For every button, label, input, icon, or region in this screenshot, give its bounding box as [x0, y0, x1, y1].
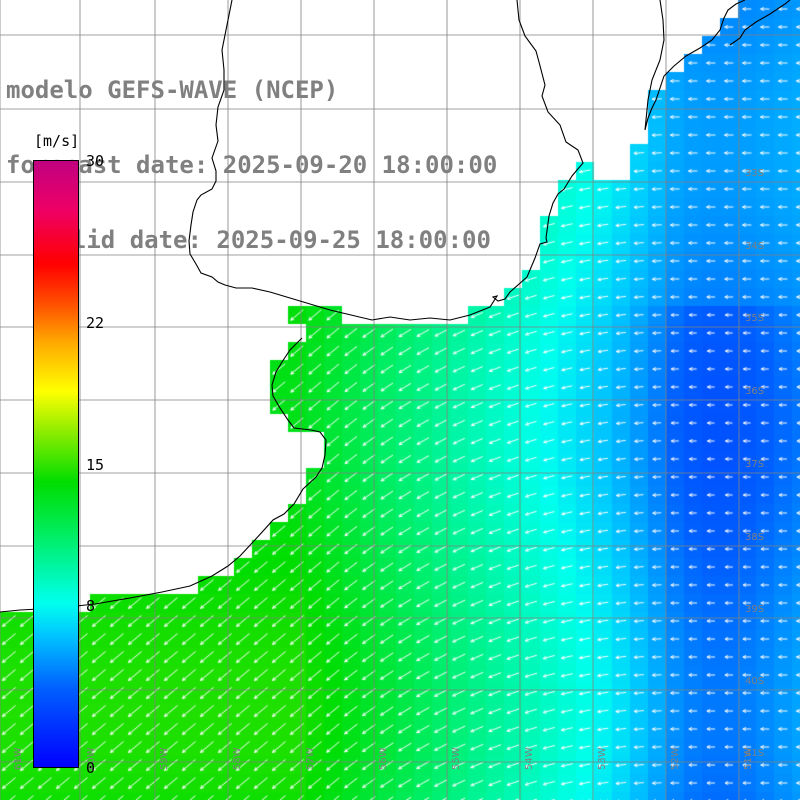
latitude-label: 37S	[745, 459, 764, 470]
coastline-brazil-north	[644, 0, 791, 131]
model-name-title: modelo GEFS-WAVE (NCEP)	[6, 76, 339, 104]
latitude-labels: 33S 34S 35S 36S 37S 38S 39S 40S 41S	[745, 168, 764, 759]
colorbar-tick-label: 0	[86, 759, 96, 777]
latitude-label: 36S	[745, 386, 764, 397]
colorbar-tick-label: 8	[86, 597, 96, 616]
colorbar	[33, 160, 79, 768]
valid-date-title: valid date: 2025-09-25 18:00:00	[43, 226, 491, 254]
latitude-label: 39S	[745, 604, 764, 615]
latitude-label: 35S	[745, 313, 764, 324]
longitude-label: 58W	[232, 747, 243, 770]
longitude-label: 54W	[524, 747, 535, 770]
colorbar-tick-label: 30	[86, 152, 105, 170]
latitude-label: 34S	[745, 241, 764, 252]
coastline-uruguay-brazil	[188, 0, 584, 321]
longitude-label: 56W	[378, 747, 389, 770]
longitude-label: 57W	[305, 747, 316, 770]
colorbar-tick-label: 15	[86, 455, 105, 474]
longitude-label: 61W	[13, 747, 24, 770]
forecast-date-title: forecast date: 2025-09-20 18:00:00	[6, 151, 498, 179]
longitude-label: 52W	[670, 747, 681, 770]
longitude-label: 55W	[451, 747, 462, 770]
longitude-labels: 61W 60W 59W 58W 57W 56W 55W 54W 53W 52W 51W	[13, 747, 754, 770]
longitude-label: 60W	[86, 747, 97, 770]
longitude-label: 59W	[159, 747, 170, 770]
coastline-argentina	[0, 337, 327, 613]
longitude-label: 53W	[597, 747, 608, 770]
latitude-label: 38S	[745, 532, 764, 543]
latitude-label: 40S	[745, 676, 764, 687]
latitude-label: 41S	[745, 748, 764, 759]
colorbar-gradient	[34, 161, 78, 767]
latitude-label: 33S	[745, 168, 764, 179]
map-title: modelo GEFS-WAVE (NCEP) forecast date: 2…	[6, 28, 497, 303]
colorbar-tick-label: 22	[86, 313, 105, 332]
colorbar-unit-label: [m/s]	[34, 132, 80, 150]
longitude-label: 51W	[743, 747, 754, 770]
